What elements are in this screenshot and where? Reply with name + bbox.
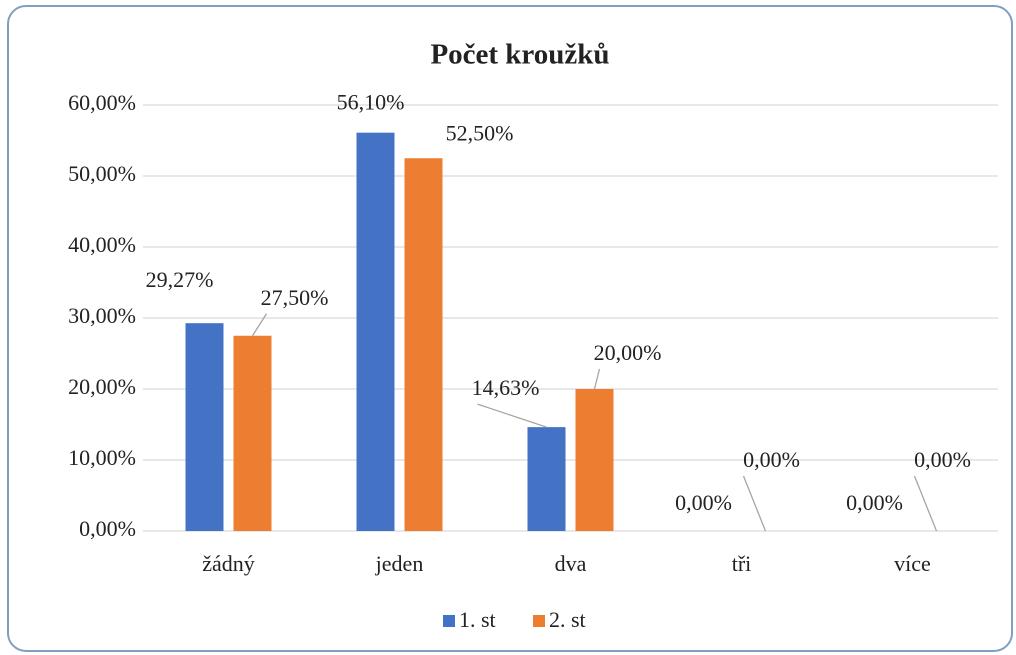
legend-label: 1. st — [459, 607, 496, 632]
legend-swatch — [533, 615, 545, 627]
y-tick-label: 20,00% — [68, 374, 136, 399]
legend-label: 2. st — [549, 607, 586, 632]
bar — [185, 323, 224, 531]
data-label: 20,00% — [594, 340, 662, 365]
y-tick-label: 30,00% — [68, 303, 136, 328]
data-label: 0,00% — [914, 447, 971, 472]
data-label: 0,00% — [743, 447, 800, 472]
bar — [527, 427, 566, 531]
data-label: 52,50% — [446, 120, 514, 145]
legend-swatch — [443, 615, 455, 627]
data-label: 0,00% — [675, 490, 732, 515]
data-label: 0,00% — [846, 490, 903, 515]
chart-frame — [7, 5, 1013, 652]
y-tick-label: 10,00% — [68, 445, 136, 470]
bar — [404, 158, 443, 531]
y-tick-label: 0,00% — [79, 516, 136, 541]
data-label: 27,50% — [261, 285, 329, 310]
x-tick-label: více — [894, 551, 931, 576]
y-tick-label: 50,00% — [68, 161, 136, 186]
chart-title: Počet kroužků — [430, 39, 609, 71]
data-label: 29,27% — [146, 267, 214, 292]
y-tick-label: 40,00% — [68, 232, 136, 257]
leader-line — [477, 403, 547, 428]
leader-line — [593, 368, 601, 390]
x-tick-label: dva — [555, 551, 587, 576]
data-label: 56,10% — [337, 90, 405, 115]
bar — [233, 335, 272, 531]
bar — [575, 389, 614, 531]
x-tick-label: tři — [732, 551, 752, 576]
data-label: 14,63% — [472, 375, 540, 400]
bar — [356, 132, 395, 531]
leader-line — [742, 475, 767, 532]
x-tick-label: žádný — [202, 551, 255, 576]
y-tick-label: 60,00% — [68, 90, 136, 115]
leader-line — [251, 313, 268, 337]
x-tick-label: jeden — [375, 551, 424, 576]
leader-line — [913, 475, 938, 532]
